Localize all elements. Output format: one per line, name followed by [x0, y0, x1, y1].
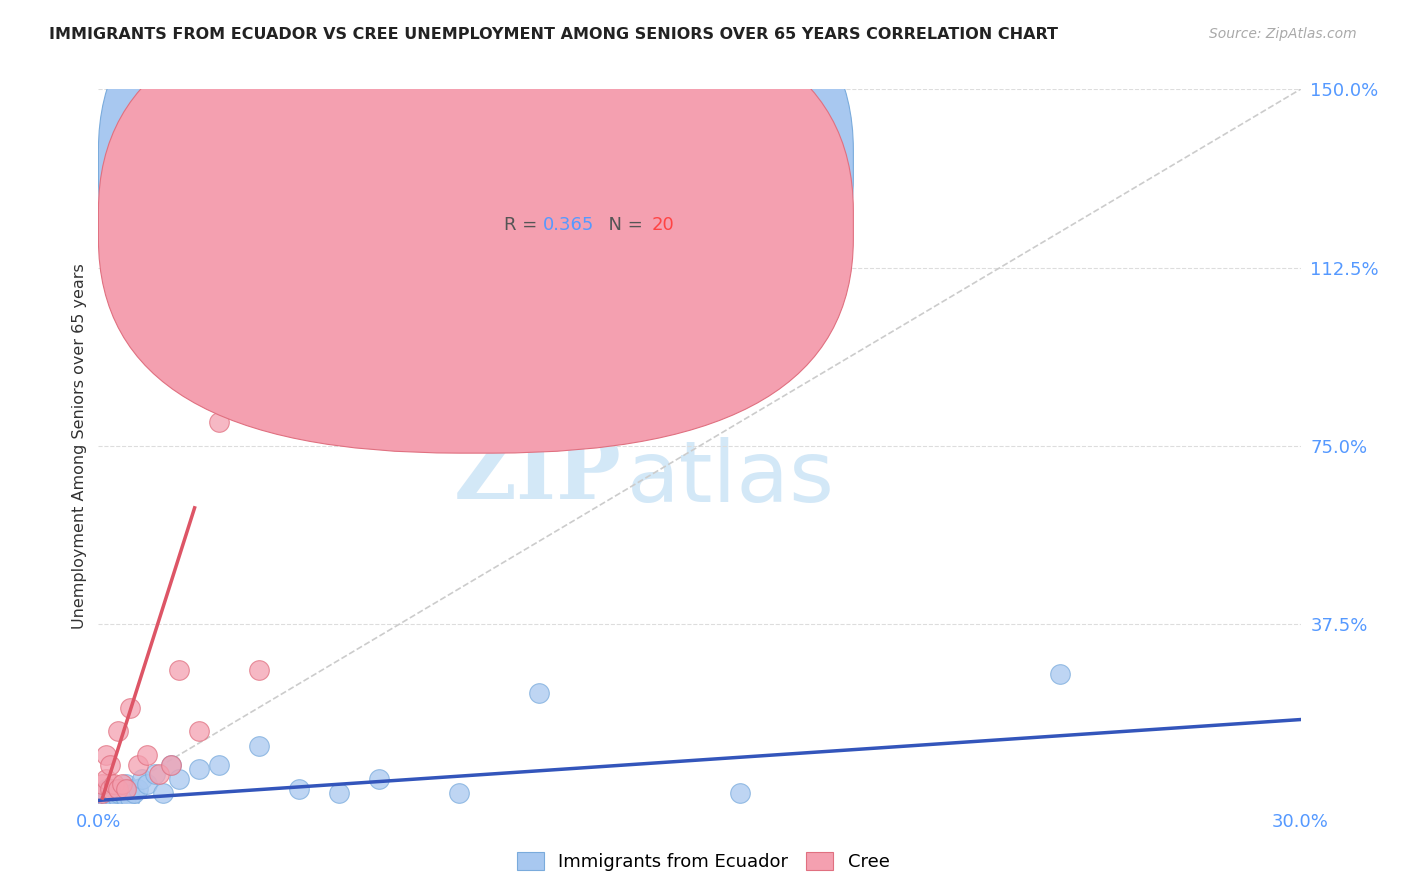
FancyBboxPatch shape	[98, 0, 853, 453]
Point	[288, 781, 311, 796]
Point	[100, 791, 122, 805]
Point	[167, 772, 190, 786]
Point	[529, 686, 551, 700]
Point	[131, 772, 153, 786]
Point	[128, 757, 150, 772]
Point	[187, 763, 209, 777]
Point	[96, 791, 118, 805]
Point	[91, 777, 114, 791]
Point	[115, 777, 138, 791]
Point	[111, 786, 134, 800]
Point	[447, 786, 470, 800]
Point	[115, 791, 138, 805]
Point	[91, 786, 114, 800]
Legend: Immigrants from Ecuador, Cree: Immigrants from Ecuador, Cree	[509, 845, 897, 879]
Point	[111, 777, 134, 791]
Point	[96, 772, 118, 786]
Point	[128, 781, 150, 796]
Point	[91, 786, 114, 800]
Text: atlas: atlas	[627, 436, 835, 520]
Point	[152, 786, 174, 800]
Point	[100, 781, 122, 796]
Text: 0.396: 0.396	[543, 155, 595, 173]
Text: 20: 20	[651, 216, 673, 234]
Point	[368, 772, 391, 786]
Point	[107, 781, 129, 796]
Point	[107, 791, 129, 805]
Point	[103, 786, 125, 800]
Point	[107, 781, 129, 796]
Point	[103, 791, 125, 805]
Point	[103, 777, 125, 791]
Point	[187, 724, 209, 739]
Point	[100, 757, 122, 772]
Point	[1049, 667, 1071, 681]
Text: 39: 39	[651, 155, 675, 173]
Text: N =: N =	[598, 216, 648, 234]
Point	[120, 700, 142, 714]
FancyBboxPatch shape	[434, 136, 820, 268]
Point	[159, 757, 181, 772]
Point	[120, 791, 142, 805]
Point	[247, 663, 270, 677]
Point	[107, 724, 129, 739]
Text: IMMIGRANTS FROM ECUADOR VS CREE UNEMPLOYMENT AMONG SENIORS OVER 65 YEARS CORRELA: IMMIGRANTS FROM ECUADOR VS CREE UNEMPLOY…	[49, 27, 1059, 42]
FancyBboxPatch shape	[98, 0, 853, 392]
Point	[107, 786, 129, 800]
Point	[167, 663, 190, 677]
Point	[96, 781, 118, 796]
Y-axis label: Unemployment Among Seniors over 65 years: Unemployment Among Seniors over 65 years	[72, 263, 87, 629]
Point	[208, 757, 231, 772]
Point	[91, 791, 114, 805]
Point	[124, 786, 146, 800]
Point	[100, 781, 122, 796]
Point	[103, 781, 125, 796]
Point	[96, 748, 118, 763]
Point	[135, 748, 157, 763]
Point	[728, 786, 751, 800]
Point	[135, 777, 157, 791]
Point	[148, 767, 170, 781]
Text: R =: R =	[503, 155, 543, 173]
Text: ZIP: ZIP	[454, 433, 621, 516]
Point	[100, 786, 122, 800]
Point	[120, 781, 142, 796]
Point	[100, 791, 122, 805]
Point	[247, 739, 270, 753]
Point	[111, 781, 134, 796]
Point	[143, 767, 166, 781]
Text: R =: R =	[503, 216, 543, 234]
Text: 0.365: 0.365	[543, 216, 595, 234]
Point	[115, 781, 138, 796]
Point	[208, 415, 231, 429]
Point	[159, 757, 181, 772]
Point	[96, 786, 118, 800]
Text: Source: ZipAtlas.com: Source: ZipAtlas.com	[1209, 27, 1357, 41]
Point	[328, 786, 350, 800]
Text: N =: N =	[598, 155, 648, 173]
